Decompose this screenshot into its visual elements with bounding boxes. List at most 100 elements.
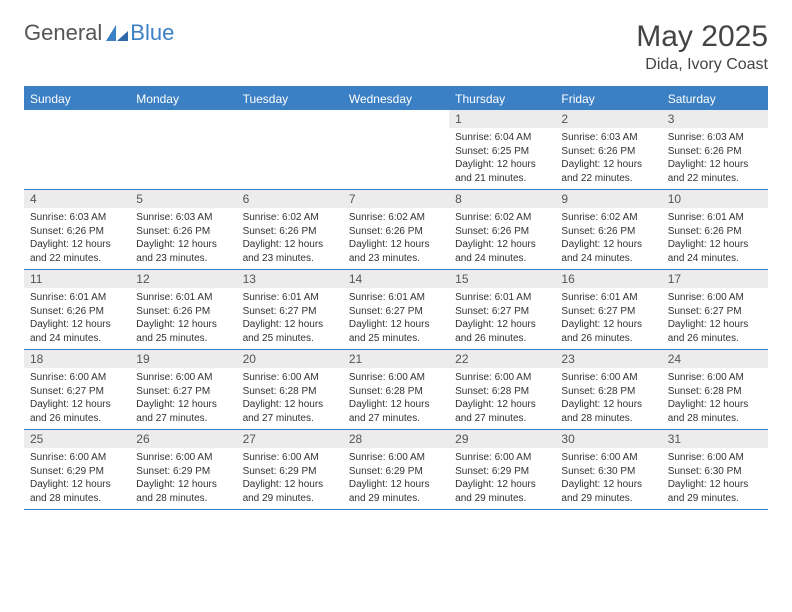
- day-cell: 26Sunrise: 6:00 AMSunset: 6:29 PMDayligh…: [130, 430, 236, 509]
- sunset-text: Sunset: 6:30 PM: [668, 465, 762, 479]
- daylight-text: Daylight: 12 hours and 24 minutes.: [455, 238, 549, 265]
- daylight-text: Daylight: 12 hours and 24 minutes.: [668, 238, 762, 265]
- weekday-header: Sunday: [24, 88, 130, 110]
- sunrise-text: Sunrise: 6:03 AM: [136, 211, 230, 225]
- sunset-text: Sunset: 6:26 PM: [455, 225, 549, 239]
- day-number: [237, 110, 343, 114]
- sunset-text: Sunset: 6:27 PM: [668, 305, 762, 319]
- weekday-header: Tuesday: [237, 88, 343, 110]
- sunset-text: Sunset: 6:28 PM: [349, 385, 443, 399]
- day-details: Sunrise: 6:00 AMSunset: 6:29 PMDaylight:…: [24, 448, 130, 509]
- day-number: 12: [130, 270, 236, 288]
- daylight-text: Daylight: 12 hours and 27 minutes.: [455, 398, 549, 425]
- sunset-text: Sunset: 6:26 PM: [243, 225, 337, 239]
- daylight-text: Daylight: 12 hours and 25 minutes.: [136, 318, 230, 345]
- empty-day-cell: [130, 110, 236, 189]
- sunrise-text: Sunrise: 6:00 AM: [561, 371, 655, 385]
- week-row: 4Sunrise: 6:03 AMSunset: 6:26 PMDaylight…: [24, 190, 768, 270]
- day-number: 14: [343, 270, 449, 288]
- day-number: 29: [449, 430, 555, 448]
- day-details: Sunrise: 6:01 AMSunset: 6:26 PMDaylight:…: [130, 288, 236, 349]
- weeks-container: 1Sunrise: 6:04 AMSunset: 6:25 PMDaylight…: [24, 110, 768, 510]
- weekday-header: Friday: [555, 88, 661, 110]
- logo-sail-icon: [106, 25, 128, 41]
- day-number: 9: [555, 190, 661, 208]
- sunset-text: Sunset: 6:27 PM: [455, 305, 549, 319]
- daylight-text: Daylight: 12 hours and 28 minutes.: [30, 478, 124, 505]
- week-row: 25Sunrise: 6:00 AMSunset: 6:29 PMDayligh…: [24, 430, 768, 510]
- daylight-text: Daylight: 12 hours and 29 minutes.: [668, 478, 762, 505]
- day-number: 21: [343, 350, 449, 368]
- title-block: May 2025 Dida, Ivory Coast: [636, 20, 768, 74]
- day-number: 13: [237, 270, 343, 288]
- day-details: Sunrise: 6:03 AMSunset: 6:26 PMDaylight:…: [662, 128, 768, 189]
- sunrise-text: Sunrise: 6:00 AM: [668, 451, 762, 465]
- header: General Blue May 2025 Dida, Ivory Coast: [24, 20, 768, 74]
- day-number: 3: [662, 110, 768, 128]
- sunrise-text: Sunrise: 6:00 AM: [349, 451, 443, 465]
- sunrise-text: Sunrise: 6:03 AM: [668, 131, 762, 145]
- logo-text-blue: Blue: [130, 20, 174, 46]
- day-details: Sunrise: 6:02 AMSunset: 6:26 PMDaylight:…: [237, 208, 343, 269]
- sunset-text: Sunset: 6:29 PM: [136, 465, 230, 479]
- sunset-text: Sunset: 6:26 PM: [349, 225, 443, 239]
- day-cell: 18Sunrise: 6:00 AMSunset: 6:27 PMDayligh…: [24, 350, 130, 429]
- day-details: Sunrise: 6:00 AMSunset: 6:30 PMDaylight:…: [662, 448, 768, 509]
- day-details: Sunrise: 6:00 AMSunset: 6:28 PMDaylight:…: [662, 368, 768, 429]
- day-cell: 5Sunrise: 6:03 AMSunset: 6:26 PMDaylight…: [130, 190, 236, 269]
- day-number: 23: [555, 350, 661, 368]
- day-number: 20: [237, 350, 343, 368]
- month-title: May 2025: [636, 20, 768, 54]
- sunrise-text: Sunrise: 6:00 AM: [349, 371, 443, 385]
- sunrise-text: Sunrise: 6:00 AM: [30, 371, 124, 385]
- day-cell: 8Sunrise: 6:02 AMSunset: 6:26 PMDaylight…: [449, 190, 555, 269]
- day-number: 30: [555, 430, 661, 448]
- day-details: Sunrise: 6:03 AMSunset: 6:26 PMDaylight:…: [24, 208, 130, 269]
- daylight-text: Daylight: 12 hours and 29 minutes.: [455, 478, 549, 505]
- day-details: Sunrise: 6:01 AMSunset: 6:26 PMDaylight:…: [662, 208, 768, 269]
- day-cell: 20Sunrise: 6:00 AMSunset: 6:28 PMDayligh…: [237, 350, 343, 429]
- day-details: Sunrise: 6:00 AMSunset: 6:28 PMDaylight:…: [555, 368, 661, 429]
- day-cell: 19Sunrise: 6:00 AMSunset: 6:27 PMDayligh…: [130, 350, 236, 429]
- day-number: 10: [662, 190, 768, 208]
- daylight-text: Daylight: 12 hours and 27 minutes.: [243, 398, 337, 425]
- daylight-text: Daylight: 12 hours and 26 minutes.: [561, 318, 655, 345]
- day-details: Sunrise: 6:01 AMSunset: 6:26 PMDaylight:…: [24, 288, 130, 349]
- day-details: Sunrise: 6:00 AMSunset: 6:28 PMDaylight:…: [449, 368, 555, 429]
- daylight-text: Daylight: 12 hours and 22 minutes.: [561, 158, 655, 185]
- day-number: [24, 110, 130, 114]
- day-details: Sunrise: 6:00 AMSunset: 6:30 PMDaylight:…: [555, 448, 661, 509]
- week-row: 18Sunrise: 6:00 AMSunset: 6:27 PMDayligh…: [24, 350, 768, 430]
- daylight-text: Daylight: 12 hours and 26 minutes.: [455, 318, 549, 345]
- sunset-text: Sunset: 6:27 PM: [136, 385, 230, 399]
- day-cell: 12Sunrise: 6:01 AMSunset: 6:26 PMDayligh…: [130, 270, 236, 349]
- day-cell: 22Sunrise: 6:00 AMSunset: 6:28 PMDayligh…: [449, 350, 555, 429]
- day-number: [343, 110, 449, 114]
- daylight-text: Daylight: 12 hours and 28 minutes.: [561, 398, 655, 425]
- sunrise-text: Sunrise: 6:02 AM: [349, 211, 443, 225]
- sunset-text: Sunset: 6:29 PM: [455, 465, 549, 479]
- daylight-text: Daylight: 12 hours and 23 minutes.: [243, 238, 337, 265]
- daylight-text: Daylight: 12 hours and 22 minutes.: [668, 158, 762, 185]
- day-number: [130, 110, 236, 114]
- day-number: 19: [130, 350, 236, 368]
- logo-text-general: General: [24, 20, 102, 46]
- day-number: 17: [662, 270, 768, 288]
- calendar: SundayMondayTuesdayWednesdayThursdayFrid…: [24, 86, 768, 510]
- weekday-header: Saturday: [662, 88, 768, 110]
- sunrise-text: Sunrise: 6:00 AM: [243, 451, 337, 465]
- day-cell: 14Sunrise: 6:01 AMSunset: 6:27 PMDayligh…: [343, 270, 449, 349]
- day-cell: 16Sunrise: 6:01 AMSunset: 6:27 PMDayligh…: [555, 270, 661, 349]
- day-number: 28: [343, 430, 449, 448]
- location-label: Dida, Ivory Coast: [636, 56, 768, 74]
- day-number: 11: [24, 270, 130, 288]
- day-number: 26: [130, 430, 236, 448]
- day-cell: 10Sunrise: 6:01 AMSunset: 6:26 PMDayligh…: [662, 190, 768, 269]
- sunset-text: Sunset: 6:26 PM: [668, 145, 762, 159]
- sunrise-text: Sunrise: 6:00 AM: [668, 291, 762, 305]
- calendar-page: General Blue May 2025 Dida, Ivory Coast …: [0, 0, 792, 530]
- day-cell: 6Sunrise: 6:02 AMSunset: 6:26 PMDaylight…: [237, 190, 343, 269]
- sunset-text: Sunset: 6:28 PM: [561, 385, 655, 399]
- day-number: 1: [449, 110, 555, 128]
- sunset-text: Sunset: 6:27 PM: [243, 305, 337, 319]
